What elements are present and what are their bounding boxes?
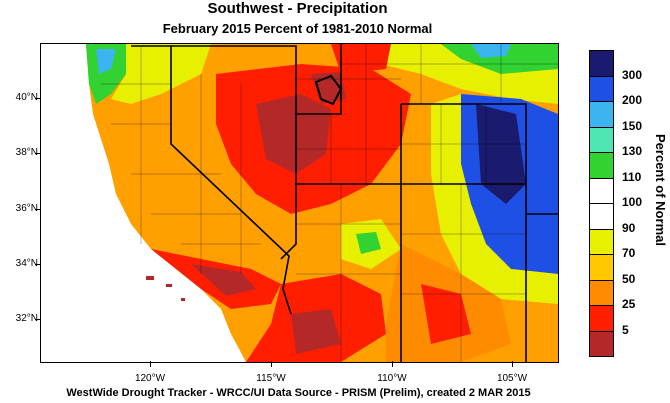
legend-swatch	[589, 75, 614, 102]
legend-label: 70	[622, 246, 636, 260]
legend-swatch	[589, 152, 614, 179]
lat-label-38: 38°N	[15, 147, 38, 158]
lat-label-34: 34°N	[15, 258, 38, 269]
map-subtitle: February 2015 Percent of 1981-2010 Norma…	[162, 21, 433, 36]
precipitation-map	[40, 43, 559, 363]
legend-label: 100	[622, 195, 643, 209]
legend-label: 90	[622, 220, 636, 235]
legend-swatch	[589, 228, 614, 255]
legend-swatch	[589, 279, 614, 306]
lon-label-120: 120°W	[134, 373, 166, 384]
legend-label: 5	[622, 322, 629, 337]
legend-label: 130	[622, 144, 643, 158]
legend-label: 50	[622, 271, 636, 286]
map-graphic	[41, 44, 558, 362]
legend-swatch	[589, 50, 614, 77]
legend-swatch	[589, 203, 614, 230]
lat-label-40: 40°N	[15, 92, 38, 103]
lat-label-36: 36°N	[15, 203, 38, 214]
legend-title: Percent of Normal	[653, 134, 668, 246]
lon-label-105: 105°W	[496, 373, 528, 384]
lon-tick	[392, 361, 393, 367]
lon-tick	[271, 361, 272, 367]
lat-label-32: 32°N	[15, 313, 38, 324]
legend-swatch	[589, 177, 614, 204]
legend-swatch	[589, 330, 614, 357]
lat-tick	[35, 264, 40, 265]
data-source-credit: WestWide Drought Tracker - WRCC/UI Data …	[66, 387, 531, 399]
legend-colorbar	[589, 50, 614, 357]
lon-tick	[512, 361, 513, 367]
legend-swatch	[589, 254, 614, 281]
legend-label: 25	[622, 297, 636, 311]
legend-label: 150	[622, 118, 643, 133]
lon-label-110: 110°W	[377, 373, 407, 384]
legend-swatch	[589, 126, 614, 153]
lon-tick	[150, 361, 151, 367]
map-title: Southwest - Precipitation	[207, 0, 388, 17]
legend-label: 300	[622, 67, 643, 82]
lat-tick	[35, 209, 40, 210]
legend-swatch	[589, 305, 614, 332]
legend-swatch	[589, 101, 614, 128]
lat-tick	[35, 153, 40, 154]
legend-label: 200	[622, 93, 643, 107]
lat-tick	[35, 98, 40, 99]
lat-tick	[35, 319, 40, 320]
legend-label: 110	[622, 169, 642, 184]
lon-label-115: 115°W	[256, 373, 286, 384]
